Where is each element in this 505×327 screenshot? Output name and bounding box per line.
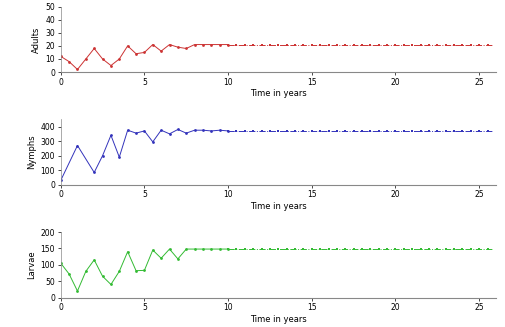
- Y-axis label: Nymphs: Nymphs: [27, 135, 36, 169]
- X-axis label: Time in years: Time in years: [249, 202, 306, 211]
- X-axis label: Time in years: Time in years: [249, 89, 306, 98]
- Y-axis label: Adults: Adults: [32, 26, 41, 53]
- Y-axis label: Larvae: Larvae: [27, 250, 36, 279]
- X-axis label: Time in years: Time in years: [249, 315, 306, 324]
